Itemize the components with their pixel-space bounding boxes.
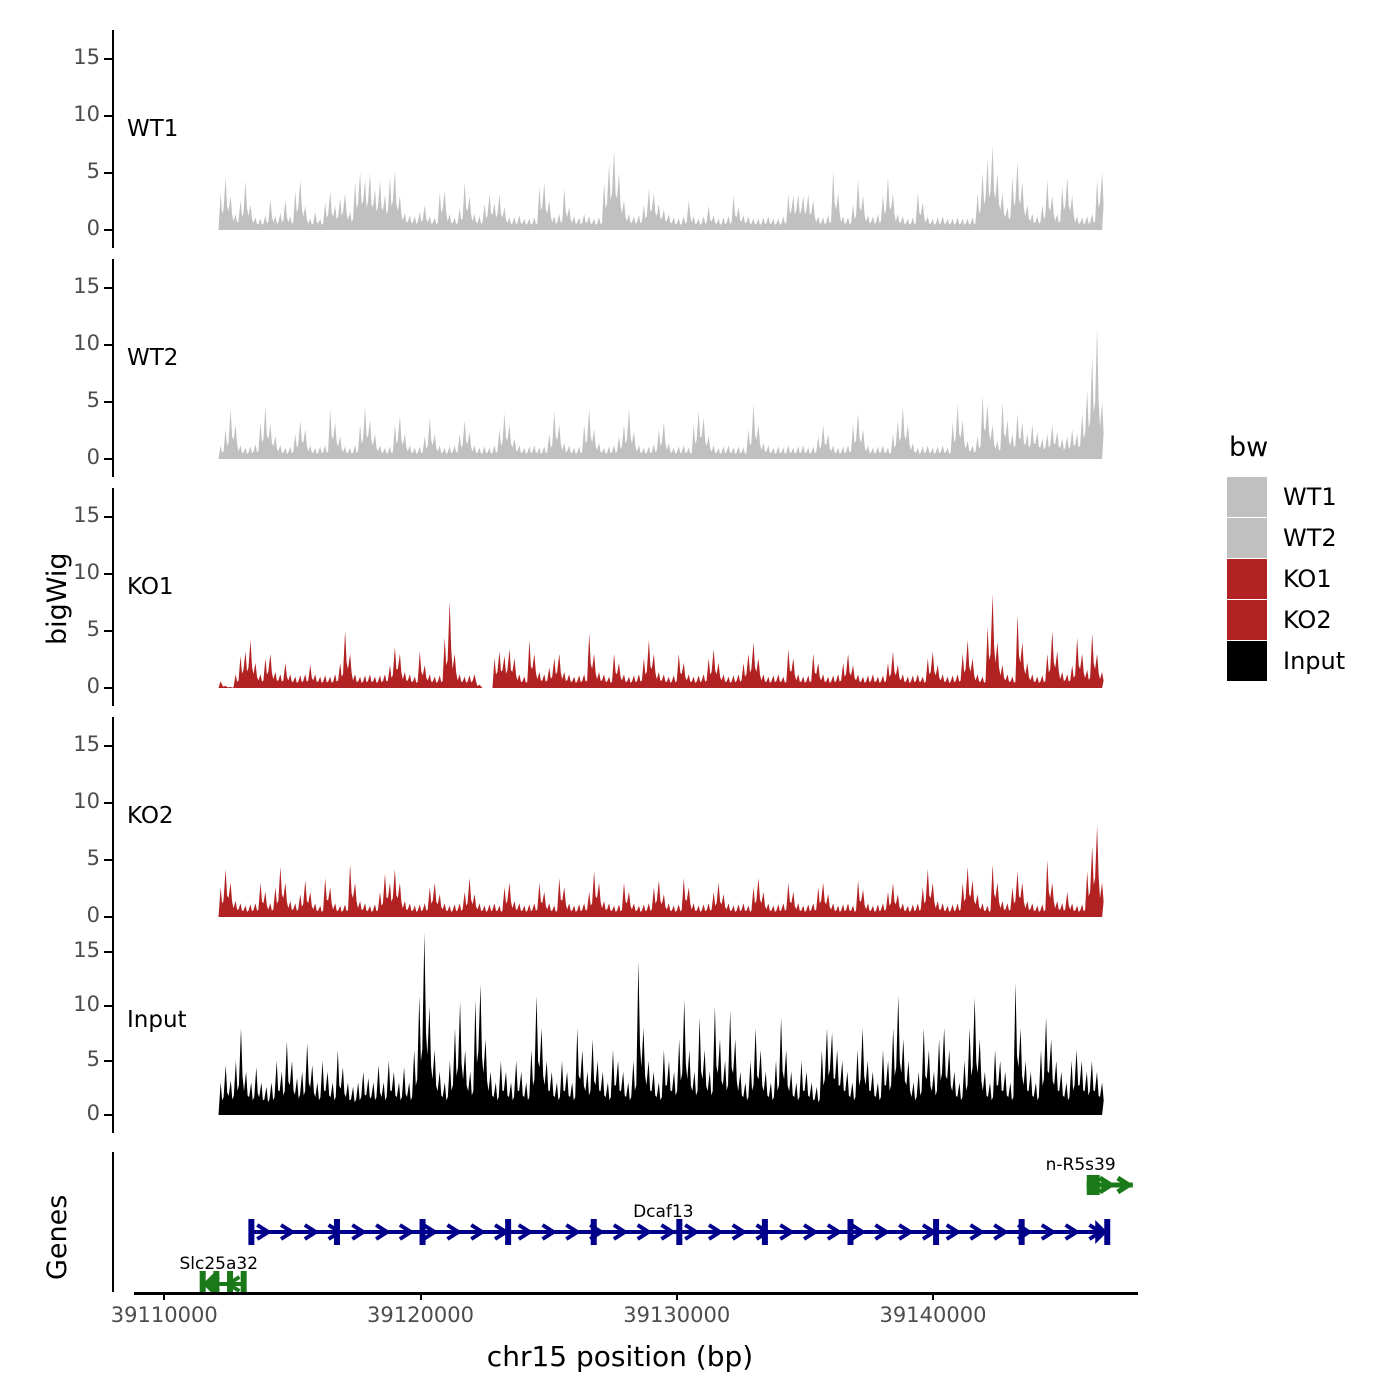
gene-label-slc25a32: Slc25a32 bbox=[179, 1254, 259, 1274]
genes-panel-axis-line bbox=[112, 1152, 114, 1292]
y-axis-line-wt1 bbox=[112, 30, 114, 248]
track-label-wt1: WT1 bbox=[127, 116, 179, 142]
gene-label-dcaf13: Dcaf13 bbox=[633, 1202, 694, 1222]
coverage-area-input bbox=[218, 932, 1104, 1115]
track-plot-ko2 bbox=[113, 717, 1142, 919]
x-tick-39120000 bbox=[419, 1293, 422, 1300]
legend: bw WT1 WT2 KO1 KO2 Input bbox=[1227, 432, 1345, 682]
y-tick-label-ko2-10: 10 bbox=[73, 788, 100, 813]
track-label-ko2: KO2 bbox=[127, 803, 174, 829]
y-tick-label-wt1-0: 0 bbox=[86, 216, 100, 240]
track-label-ko1: KO1 bbox=[127, 574, 174, 600]
gene-glyph-slc25a32[interactable] bbox=[199, 1271, 247, 1292]
y-axis-line-input bbox=[112, 925, 114, 1133]
legend-item-container: WT1 WT2 KO1 KO2 Input bbox=[1227, 477, 1345, 681]
y-tick-label-ko2-0: 0 bbox=[86, 903, 100, 927]
legend-label-input: Input bbox=[1283, 647, 1346, 675]
track-label-input: Input bbox=[127, 1006, 187, 1033]
y-axis-line-ko1 bbox=[112, 488, 114, 706]
y-tick-input-0 bbox=[104, 1114, 112, 1116]
legend-swatch-ko2 bbox=[1227, 600, 1267, 640]
y-tick-wt2-5 bbox=[104, 400, 112, 403]
y-tick-label-input-10: 10 bbox=[73, 992, 100, 1017]
legend-title: bw bbox=[1229, 432, 1269, 463]
legend-swatch-wt1 bbox=[1227, 477, 1267, 517]
track-plot-ko1 bbox=[113, 488, 1142, 690]
x-tick-39110000 bbox=[163, 1293, 166, 1300]
legend-item-ko1[interactable]: KO1 bbox=[1227, 559, 1345, 599]
x-tick-label-39120000: 39120000 bbox=[367, 1303, 474, 1327]
x-tick-39140000 bbox=[932, 1293, 934, 1300]
y-tick-label-wt2-5: 5 bbox=[86, 387, 100, 412]
y-tick-input-5 bbox=[104, 1059, 112, 1062]
track-plot-wt2 bbox=[113, 259, 1142, 461]
gene-glyph-n-r5s39[interactable] bbox=[1086, 1175, 1134, 1195]
y-tick-ko2-0 bbox=[104, 916, 112, 918]
legend-label-ko2: KO2 bbox=[1283, 606, 1332, 634]
y-tick-ko1-0 bbox=[104, 687, 112, 689]
y-tick-label-wt2-10: 10 bbox=[73, 330, 100, 355]
y-axis-line-wt2 bbox=[112, 259, 114, 477]
y-tick-label-ko1-5: 5 bbox=[86, 616, 100, 641]
y-tick-wt1-5 bbox=[104, 171, 112, 174]
x-tick-label-39140000: 39140000 bbox=[879, 1303, 987, 1327]
y-tick-wt2-15 bbox=[104, 286, 112, 289]
y-tick-ko2-5 bbox=[104, 858, 112, 861]
y-tick-ko1-15 bbox=[104, 515, 112, 518]
y-tick-label-ko1-10: 10 bbox=[73, 559, 100, 584]
y-tick-wt1-0 bbox=[104, 229, 112, 231]
y-tick-label-input-15: 15 bbox=[73, 938, 100, 963]
y-axis-line-ko2 bbox=[112, 717, 114, 935]
legend-label-ko1: KO1 bbox=[1283, 565, 1332, 593]
legend-swatch-wt2 bbox=[1227, 518, 1267, 558]
y-tick-label-ko2-5: 5 bbox=[86, 845, 100, 870]
legend-swatch-ko1 bbox=[1227, 559, 1267, 599]
y-tick-ko2-15 bbox=[104, 744, 112, 747]
y-tick-label-wt2-0: 0 bbox=[86, 445, 100, 469]
x-tick-label-39130000: 39130000 bbox=[623, 1303, 731, 1327]
track-plot-input bbox=[113, 925, 1142, 1117]
coverage-area-wt1 bbox=[218, 145, 1104, 230]
gene-glyph-dcaf13[interactable] bbox=[248, 1219, 1111, 1245]
y-tick-label-wt1-10: 10 bbox=[73, 101, 100, 126]
track-label-wt2: WT2 bbox=[127, 345, 179, 371]
legend-item-ko2[interactable]: KO2 bbox=[1227, 600, 1345, 640]
y-tick-input-10 bbox=[104, 1005, 112, 1008]
x-tick-39130000 bbox=[675, 1293, 678, 1300]
legend-label-wt1: WT1 bbox=[1283, 483, 1337, 511]
y-tick-wt1-10 bbox=[104, 114, 112, 117]
x-axis-line bbox=[134, 1292, 1138, 1295]
coverage-area-ko2 bbox=[218, 825, 1104, 917]
y-tick-label-ko2-15: 15 bbox=[73, 731, 100, 756]
legend-item-wt1[interactable]: WT1 bbox=[1227, 477, 1345, 517]
legend-item-input[interactable]: Input bbox=[1227, 641, 1345, 681]
genes-panel bbox=[113, 1152, 1142, 1292]
gene-label-n-r5s39: n-R5s39 bbox=[1045, 1155, 1116, 1175]
y-tick-label-ko1-0: 0 bbox=[86, 674, 100, 698]
y-tick-wt2-10 bbox=[104, 343, 112, 346]
y-axis-title-genes: Genes bbox=[42, 1194, 73, 1280]
coverage-area-wt2 bbox=[218, 327, 1104, 459]
legend-item-wt2[interactable]: WT2 bbox=[1227, 518, 1345, 558]
y-tick-ko1-10 bbox=[104, 572, 112, 575]
x-axis-title: chr15 position (bp) bbox=[486, 1340, 754, 1373]
legend-swatch-input bbox=[1227, 641, 1267, 681]
coverage-area-ko1 bbox=[218, 594, 1104, 688]
y-tick-label-wt1-15: 15 bbox=[73, 44, 100, 69]
y-tick-label-ko1-15: 15 bbox=[73, 502, 100, 527]
y-tick-ko2-10 bbox=[104, 801, 112, 804]
y-tick-ko1-5 bbox=[104, 629, 112, 632]
legend-label-wt2: WT2 bbox=[1283, 524, 1337, 552]
y-tick-wt1-15 bbox=[104, 57, 112, 60]
y-tick-wt2-0 bbox=[104, 458, 112, 460]
x-tick-label-39110000: 39110000 bbox=[110, 1303, 218, 1327]
y-tick-input-15 bbox=[104, 951, 112, 954]
y-tick-label-wt2-15: 15 bbox=[73, 273, 100, 298]
track-plot-wt1 bbox=[113, 30, 1142, 232]
y-tick-label-input-0: 0 bbox=[86, 1101, 100, 1125]
y-tick-label-input-5: 5 bbox=[86, 1046, 100, 1071]
y-tick-label-wt1-5: 5 bbox=[86, 158, 100, 183]
